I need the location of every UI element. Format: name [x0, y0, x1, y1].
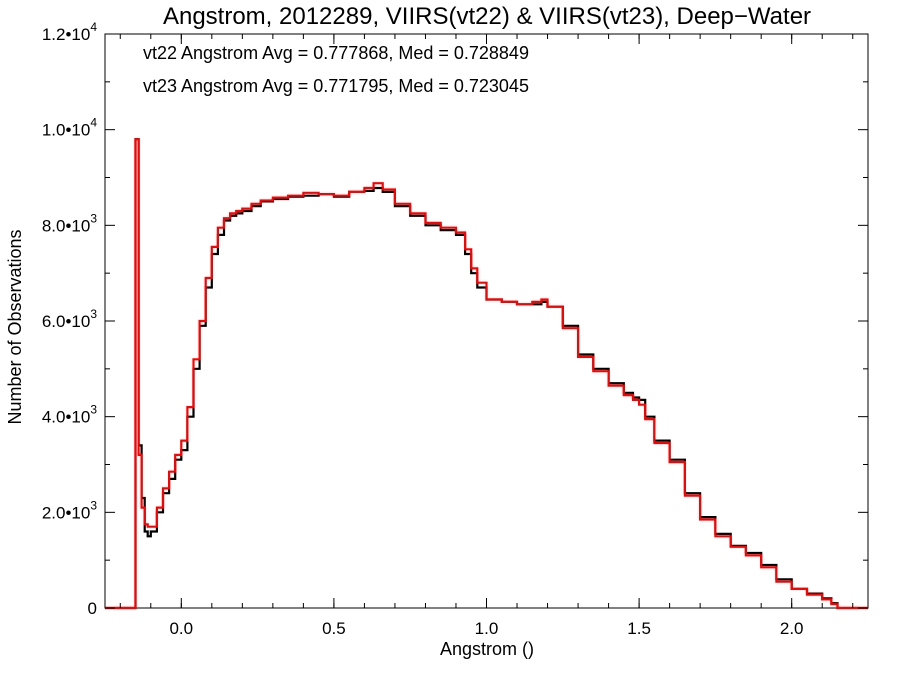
- vt22-stats-annotation: vt22 Angstrom Avg = 0.777868, Med = 0.72…: [143, 43, 529, 63]
- x-tick-label: 0.0: [169, 619, 193, 638]
- vt23-stats-annotation: vt23 Angstrom Avg = 0.771795, Med = 0.72…: [143, 76, 529, 96]
- plot-area: [104, 33, 869, 609]
- y-tick-label: 0: [88, 599, 97, 618]
- x-axis-label: Angstrom (): [440, 639, 534, 659]
- x-tick-label: 1.5: [627, 619, 651, 638]
- y-tick-label: 6.0•103: [42, 307, 98, 331]
- x-tick-label: 0.5: [322, 619, 346, 638]
- x-tick-label: 1.0: [475, 619, 499, 638]
- chart-title: Angstrom, 2012289, VIIRS(vt22) & VIIRS(v…: [163, 3, 811, 30]
- y-tick-label: 8.0•103: [42, 211, 98, 235]
- y-axis: 0 2.0•103 4.0•103 6.0•103 8.0•103 1.0•104 1.2•…: [42, 20, 868, 618]
- y-tick-label: 2.0•103: [42, 498, 98, 522]
- y-tick-label: 1.2•104: [42, 20, 98, 44]
- series-line-1: [105, 138, 868, 610]
- plot-frame: [104, 33, 869, 609]
- y-tick-label: 1.0•104: [42, 116, 98, 140]
- y-axis-label: Number of Observations: [5, 229, 25, 424]
- x-tick-label: 2.0: [780, 619, 804, 638]
- y-tick-label: 4.0•103: [42, 403, 98, 427]
- series-line-0: [105, 138, 868, 610]
- x-axis: 0.0 0.5 1.0 1.5 2.0: [119, 34, 854, 638]
- series-layer: [105, 138, 868, 610]
